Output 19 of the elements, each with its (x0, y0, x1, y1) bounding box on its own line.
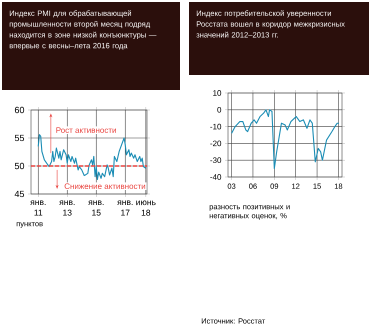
x-tick-label: янв. 17 (117, 200, 133, 216)
annotation: Рост активности (56, 127, 116, 133)
y-tick-label: 55 (14, 134, 24, 142)
y-tick-label: 50 (14, 162, 24, 170)
line-series (38, 134, 146, 180)
annotation: Снижение активности (64, 183, 146, 189)
y-tick-label: -10 (210, 124, 222, 130)
y-tick-label: -40 (210, 174, 222, 180)
y-tick-label: 60 (14, 106, 24, 114)
line-series (231, 109, 340, 170)
y-tick-label: 0 (217, 106, 222, 113)
x-tick-label: июнь 18 (136, 200, 156, 216)
x-tick-label: янв. 15 (88, 200, 104, 216)
y-tick-label: 45 (14, 190, 24, 198)
y-tick-label: -20 (210, 140, 222, 146)
x-tick-label: янв. 13 (59, 200, 75, 216)
y-tick-label: 10 (213, 90, 222, 96)
y-tick-label: -30 (210, 157, 222, 164)
x-tick-label: янв. 11 (30, 200, 46, 216)
